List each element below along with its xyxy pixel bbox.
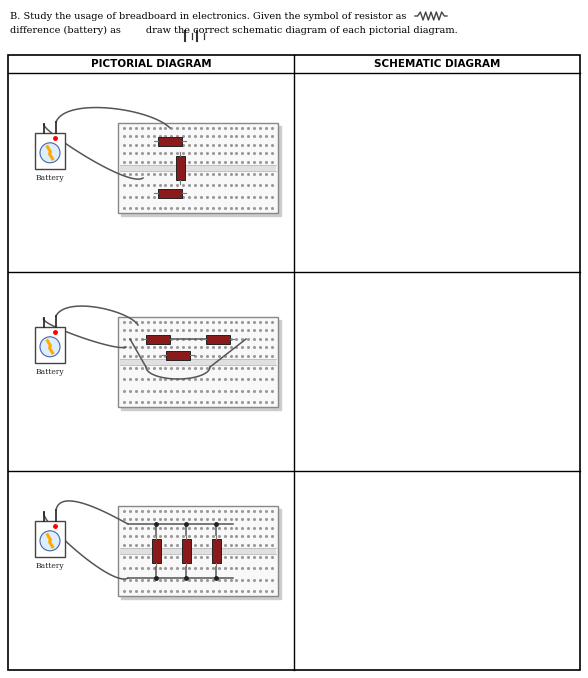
Bar (175, 156, 185, 180)
Text: Battery: Battery (36, 174, 64, 182)
Text: SCHEMATIC DIAGRAM: SCHEMATIC DIAGRAM (374, 59, 500, 69)
Bar (146, 334, 170, 344)
Bar (166, 351, 190, 359)
Bar (35, 521, 65, 557)
Bar (121, 126, 281, 216)
Bar (182, 539, 191, 563)
Bar (121, 320, 281, 410)
Bar (158, 136, 182, 146)
Text: Battery: Battery (36, 562, 64, 570)
Bar (158, 188, 182, 197)
Bar (120, 548, 276, 554)
Bar (118, 506, 278, 596)
Text: B. Study the usage of breadboard in electronics. Given the symbol of resistor as: B. Study the usage of breadboard in elec… (10, 12, 406, 21)
Bar (118, 123, 278, 213)
Circle shape (40, 337, 60, 357)
Bar (120, 359, 276, 365)
Bar (121, 509, 281, 599)
Text: PICTORIAL DIAGRAM: PICTORIAL DIAGRAM (91, 59, 211, 69)
Bar (35, 327, 65, 363)
Bar (118, 317, 278, 407)
Bar (120, 165, 276, 171)
Bar (206, 334, 230, 344)
Bar (35, 133, 65, 169)
Bar (152, 539, 161, 563)
Circle shape (40, 143, 60, 163)
Bar (212, 539, 220, 563)
Text: difference (battery) as        draw the correct schematic diagram of each pictor: difference (battery) as draw the correct… (10, 26, 457, 35)
Circle shape (40, 531, 60, 551)
Text: Battery: Battery (36, 368, 64, 376)
